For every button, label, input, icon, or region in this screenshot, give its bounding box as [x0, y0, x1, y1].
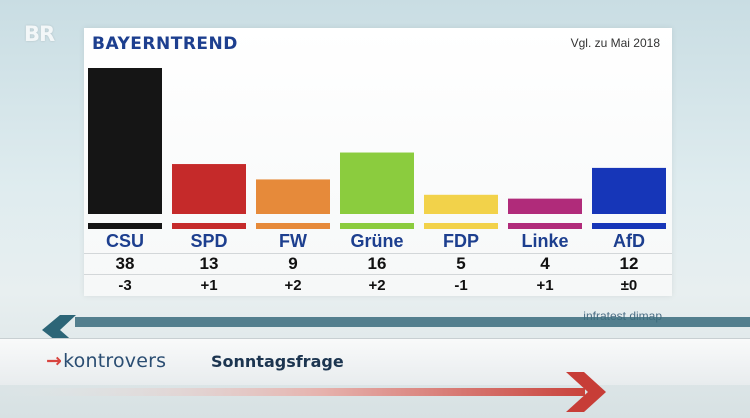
br-logo: BR — [24, 22, 55, 46]
bar-underline-fdp — [424, 223, 498, 229]
change-label-grüne: +2 — [368, 277, 385, 294]
bar-afd — [592, 167, 666, 214]
change-label-spd: +1 — [200, 277, 217, 294]
bottom-arrow-graphic — [0, 372, 606, 412]
bar-underline-linke — [508, 223, 582, 229]
brand-arrow-icon: → — [46, 350, 63, 372]
bar-underline-afd — [592, 223, 666, 229]
change-label-fdp: -1 — [454, 277, 467, 294]
value-label-csu: 38 — [116, 254, 135, 273]
value-label-spd: 13 — [200, 254, 219, 273]
bar-underline-csu — [88, 223, 162, 229]
category-label-spd: SPD — [190, 231, 227, 251]
top-arrow-graphic — [42, 315, 750, 340]
lower-third-band — [0, 338, 750, 385]
category-label-fdp: FDP — [443, 231, 479, 251]
change-label-csu: -3 — [118, 277, 131, 294]
comparison-note: Vgl. zu Mai 2018 — [570, 36, 660, 50]
row-divider-value — [84, 253, 672, 254]
bar-underline-fw — [256, 223, 330, 229]
chart-title: BAYERNTREND — [92, 34, 238, 54]
value-label-fw: 9 — [288, 254, 297, 273]
bar-spd — [172, 164, 246, 214]
value-label-afd: 12 — [620, 254, 639, 273]
bar-csu — [88, 68, 162, 214]
bar-fdp — [424, 194, 498, 214]
change-label-fw: +2 — [284, 277, 301, 294]
value-label-grüne: 16 — [368, 254, 387, 273]
bar-linke — [508, 198, 582, 214]
category-label-grüne: Grüne — [350, 231, 403, 251]
bar-grüne — [340, 152, 414, 214]
bar-underline-spd — [172, 223, 246, 229]
category-label-linke: Linke — [521, 231, 568, 251]
row-divider-change — [84, 274, 672, 275]
bar-underline-grüne — [340, 223, 414, 229]
change-label-afd: ±0 — [621, 277, 638, 294]
value-label-fdp: 5 — [456, 254, 465, 273]
program-title: Sonntagsfrage — [211, 352, 344, 371]
program-brand: →kontrovers — [46, 350, 166, 372]
category-label-afd: AfD — [613, 231, 645, 251]
brand-name: kontrovers — [63, 350, 167, 372]
category-label-csu: CSU — [106, 231, 144, 251]
change-label-linke: +1 — [536, 277, 553, 294]
value-label-linke: 4 — [540, 254, 550, 273]
category-label-fw: FW — [279, 231, 307, 251]
bar-fw — [256, 179, 330, 214]
